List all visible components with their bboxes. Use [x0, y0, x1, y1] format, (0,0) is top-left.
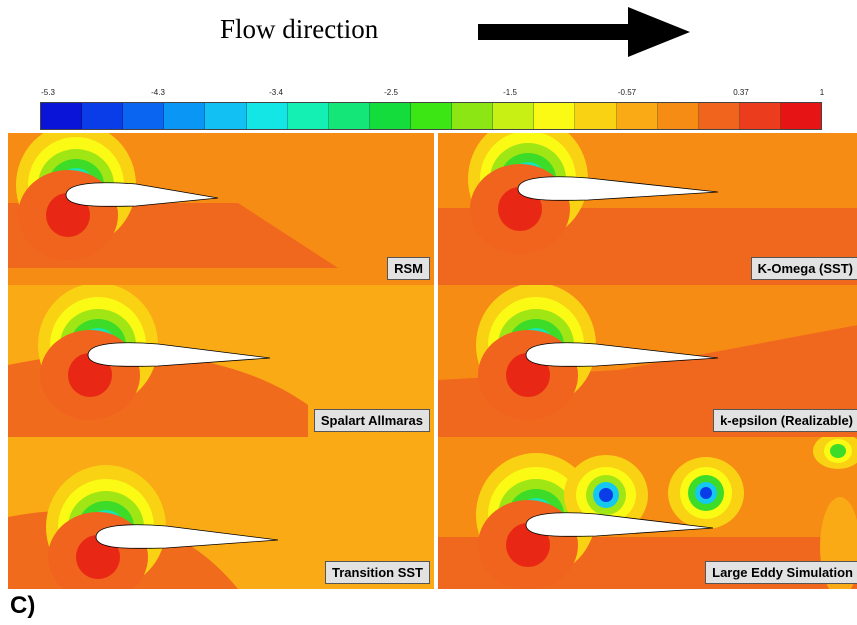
colorbar-swatch	[616, 103, 658, 129]
colorbar-swatch	[164, 103, 206, 129]
colorbar-swatch	[328, 103, 370, 129]
colorbar-swatch	[780, 103, 822, 129]
flow-direction-title: Flow direction	[220, 14, 379, 44]
airfoil-shape	[525, 342, 719, 367]
contour-panel: RSM	[8, 133, 434, 285]
colorbar-tick-label: 0.37	[733, 88, 749, 97]
colorbar-tick-labels: -5.3 -4.3 -3.4 -2.5 -1.5 -0.57 0.37 1	[0, 88, 857, 102]
pressure-contour-plot	[8, 133, 434, 285]
panel-label: K-Omega (SST)	[750, 257, 857, 280]
contour-panel: k-epsilon (Realizable)	[438, 285, 857, 437]
colorbar-swatch	[205, 103, 247, 129]
pressure-contour-plot	[438, 437, 857, 589]
panel-label: RSM	[387, 257, 430, 280]
panel-label: Large Eddy Simulation	[705, 561, 857, 584]
figure-label: C)	[10, 592, 36, 619]
colorbar-tick-label: -4.3	[151, 88, 165, 97]
airfoil-shape	[517, 176, 719, 201]
contour-panel: K-Omega (SST)	[438, 133, 857, 285]
colorbar-tick-label: -3.4	[269, 88, 283, 97]
airfoil-shape	[95, 524, 279, 549]
colorbar-swatch	[493, 103, 535, 129]
colorbar-swatch	[534, 103, 576, 129]
airfoil-shape	[525, 512, 714, 537]
colorbar-swatch	[575, 103, 617, 129]
panel-label: Transition SST	[324, 561, 430, 584]
colorbar-tick-label: 1	[819, 88, 825, 97]
panel-label: k-epsilon (Realizable)	[713, 409, 857, 432]
colorbar-tick-label: -0.57	[617, 88, 637, 97]
colorbar-swatch	[410, 103, 453, 129]
colorbar-swatch	[452, 103, 494, 129]
colorbar-tick-label: -5.3	[41, 88, 55, 97]
airfoil-shape	[65, 182, 219, 207]
contour-panel: Spalart Allmaras	[8, 285, 434, 437]
airfoil-shape	[87, 342, 271, 367]
colorbar-swatch	[698, 103, 740, 129]
contour-panel: Large Eddy Simulation	[438, 437, 857, 589]
colorbar-tick-label: -1.5	[503, 88, 517, 97]
colorbar	[40, 102, 822, 130]
colorbar-swatch	[369, 103, 411, 129]
colorbar-swatch	[41, 103, 83, 129]
panel-label: Spalart Allmaras	[313, 409, 430, 432]
colorbar-tick-label: -2.5	[384, 88, 398, 97]
contour-panel: Transition SST	[8, 437, 434, 589]
right-arrow-icon	[478, 7, 690, 57]
colorbar-swatch	[123, 103, 165, 129]
colorbar-swatch	[739, 103, 781, 129]
pressure-contour-plot	[8, 285, 434, 437]
colorbar-swatch	[287, 103, 329, 129]
colorbar-swatch	[82, 103, 124, 129]
colorbar-swatch	[246, 103, 288, 129]
colorbar-swatch	[657, 103, 699, 129]
